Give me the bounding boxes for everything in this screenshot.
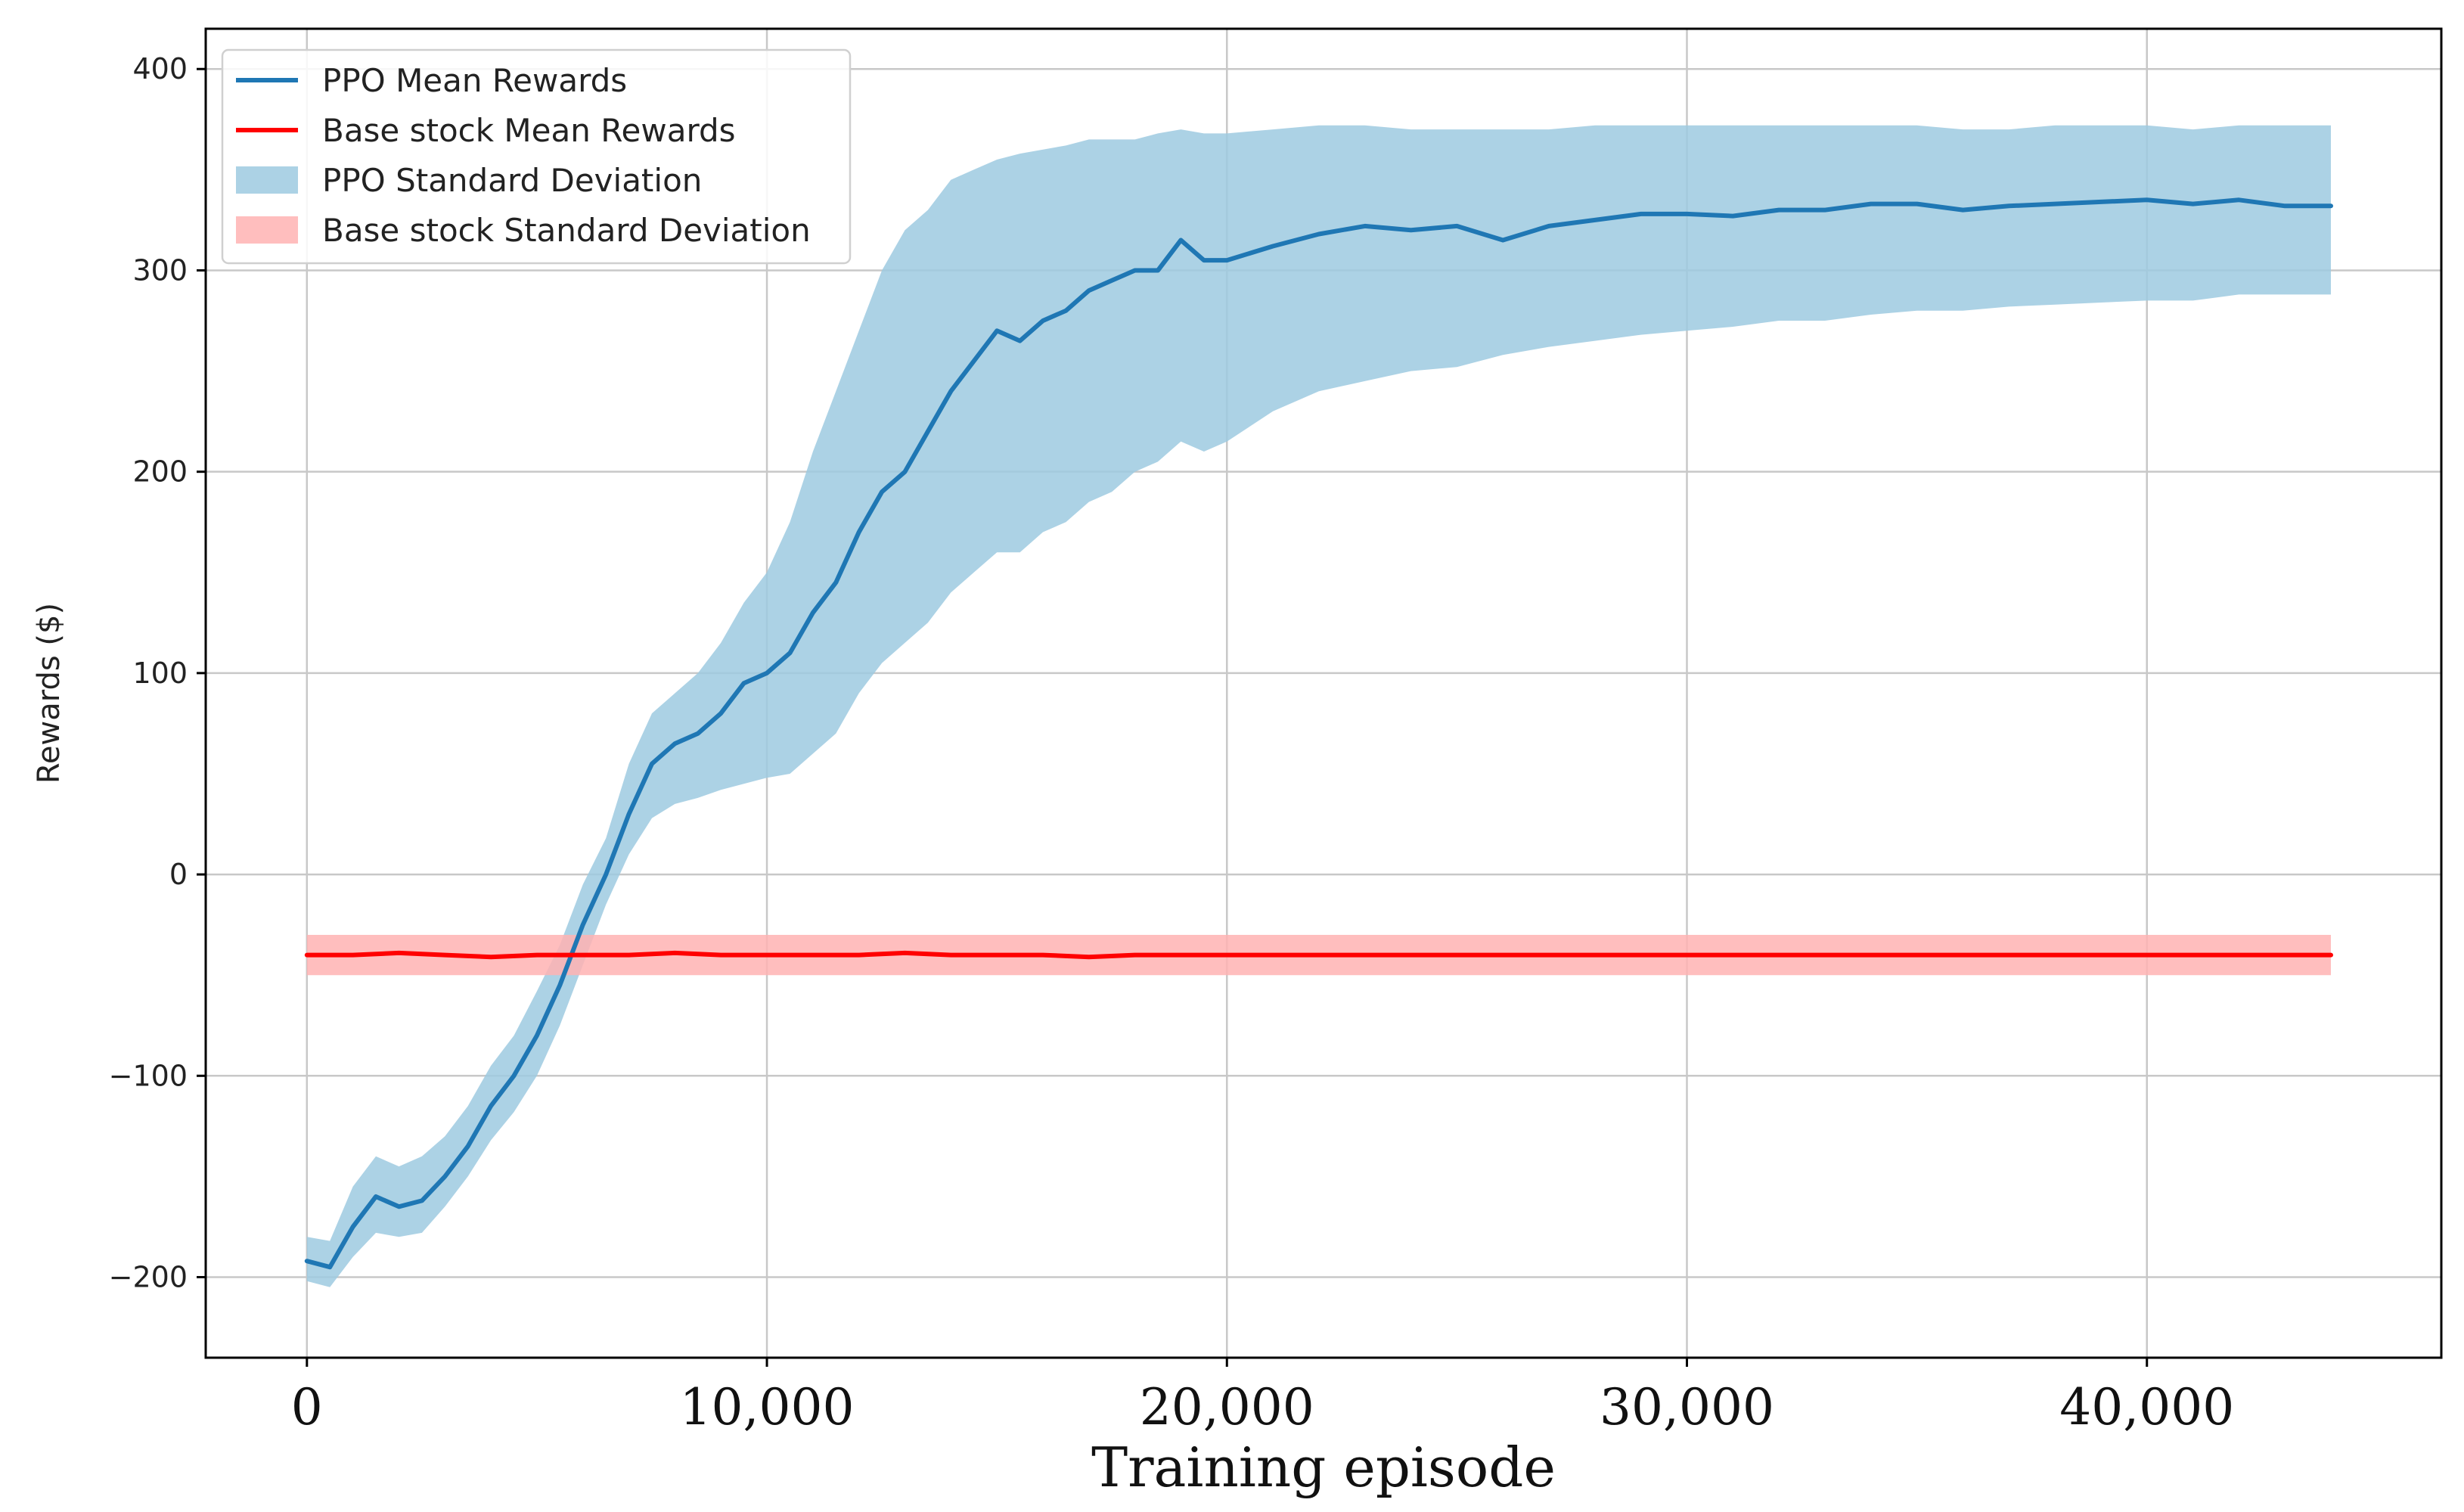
y-tick-label: 100 <box>132 657 188 690</box>
x-axis-title: Training episode <box>1091 1436 1556 1499</box>
y-tick-label: 0 <box>169 858 188 891</box>
plot-frame <box>204 27 2443 1359</box>
axis-ticks: 0 10,000 20,000 30,000 40,000 −200 −100 0 100 200… <box>109 52 2235 1436</box>
x-tick-label: 40,000 <box>2059 1378 2234 1436</box>
legend-label: PPO Mean Rewards <box>322 62 627 99</box>
legend-label: Base stock Mean Rewards <box>322 112 736 149</box>
y-axis-title: Rewards ($) <box>32 603 67 784</box>
legend: PPO Mean Rewards Base stock Mean Rewards P… <box>221 48 852 265</box>
legend-label: Base stock Standard Deviation <box>322 212 811 249</box>
legend-box <box>221 48 852 265</box>
y-tick-label: 200 <box>132 455 188 489</box>
y-tick-label: −200 <box>109 1261 188 1294</box>
legend-swatch-patch <box>236 216 298 244</box>
x-tick-label: 10,000 <box>680 1378 855 1436</box>
x-tick-label: 0 <box>291 1378 323 1436</box>
mean-lines <box>304 197 2333 1270</box>
legend-swatch-patch <box>236 166 298 194</box>
x-tick-label: 20,000 <box>1140 1378 1314 1436</box>
y-tick-label: 300 <box>132 253 188 287</box>
y-tick-label: −100 <box>109 1059 188 1092</box>
legend-label: PPO Standard Deviation <box>322 162 702 199</box>
x-tick-label: 30,000 <box>1600 1378 1774 1436</box>
y-tick-label: 400 <box>132 52 188 85</box>
ppo-std-band <box>306 125 2331 1287</box>
